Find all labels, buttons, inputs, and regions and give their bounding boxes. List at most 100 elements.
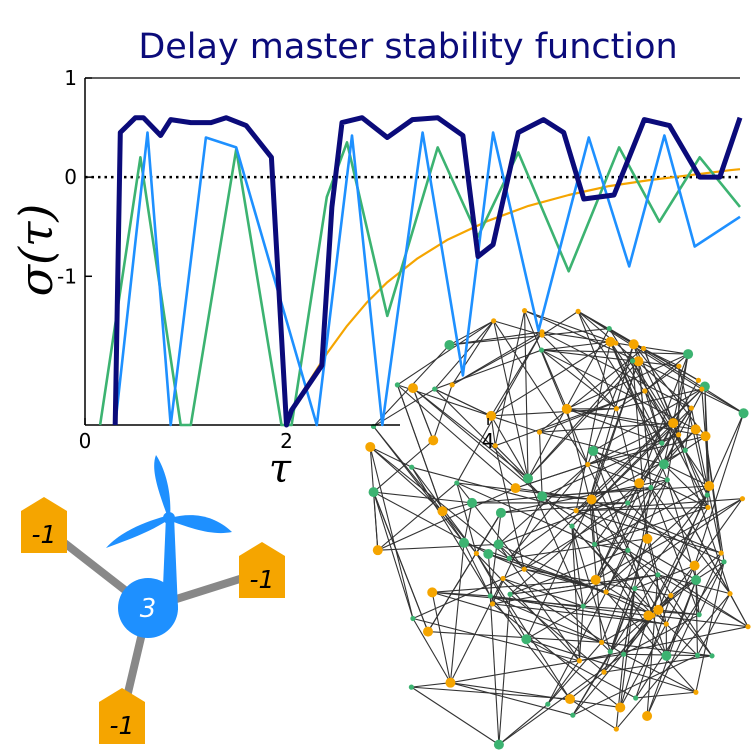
network-edge	[494, 445, 529, 479]
network-edge	[397, 320, 494, 386]
network-edge	[582, 487, 652, 607]
x-tick-label: 4	[482, 429, 495, 453]
network-edge	[652, 614, 749, 628]
network-node	[510, 483, 521, 494]
network-edge	[547, 641, 603, 705]
hub-value-label: 3	[140, 594, 157, 624]
network-edge	[432, 591, 491, 597]
network-edge	[591, 361, 639, 500]
network-node	[427, 587, 438, 598]
network-node	[615, 702, 626, 713]
house-icon	[239, 542, 285, 598]
network-edge	[427, 512, 502, 632]
network-edge	[498, 544, 580, 662]
network-edge	[684, 408, 692, 451]
network-node	[454, 480, 460, 486]
network-node	[650, 612, 656, 618]
network-edge	[594, 544, 667, 657]
network-edge	[432, 579, 596, 593]
network-edge	[575, 341, 611, 511]
network-edge	[701, 388, 744, 414]
network-edge	[396, 384, 443, 512]
network-edge	[575, 510, 697, 581]
network-edge	[377, 543, 499, 551]
network-edge	[638, 428, 697, 484]
network-edge	[434, 388, 492, 417]
network-node	[668, 418, 679, 429]
network-node	[489, 601, 496, 607]
network-node	[682, 447, 688, 453]
series-lines	[98, 115, 743, 428]
house-icon	[21, 497, 67, 553]
network-node	[696, 612, 702, 618]
network-node	[658, 459, 669, 470]
network-edge	[373, 491, 429, 632]
network-node	[663, 621, 669, 627]
network-edge	[594, 506, 709, 545]
network-edge	[587, 464, 629, 551]
network-node	[437, 506, 448, 517]
network-edge	[623, 615, 654, 655]
network-edge	[601, 641, 713, 657]
network-edge	[412, 617, 580, 662]
network-node	[585, 461, 591, 468]
network-edge	[657, 552, 722, 611]
network-node	[590, 574, 601, 585]
y-axis-label: σ(τ)	[9, 204, 63, 297]
network-edge	[490, 331, 543, 417]
network-edge	[592, 450, 654, 616]
network-node	[580, 603, 586, 609]
network-node	[487, 593, 493, 599]
network-edge	[411, 686, 500, 746]
network-node	[575, 308, 581, 314]
network-node	[727, 591, 733, 597]
network-node	[745, 624, 751, 630]
network-node	[691, 575, 702, 586]
network-graph	[365, 308, 751, 750]
network-node	[632, 585, 638, 592]
network-edge	[524, 310, 529, 479]
network-edge	[449, 542, 465, 683]
series-line-4	[112, 115, 743, 428]
network-edge	[609, 538, 648, 652]
network-edge	[587, 435, 706, 465]
network-node	[523, 473, 534, 484]
network-node	[642, 711, 653, 722]
network-edge	[589, 344, 635, 500]
network-node	[569, 523, 575, 529]
y-tick-label: 1	[64, 66, 77, 90]
network-node	[648, 484, 654, 491]
network-edge	[490, 415, 496, 446]
network-node	[473, 550, 479, 557]
network-node	[492, 443, 498, 449]
network-edge	[666, 479, 749, 627]
network-edge	[370, 446, 412, 468]
network-edge	[605, 591, 697, 693]
network-edge	[616, 390, 646, 410]
network-edge	[646, 574, 659, 717]
network-node	[643, 610, 654, 621]
neighbor-value-label: -1	[250, 565, 275, 594]
network-edge	[451, 334, 543, 386]
network-edge	[397, 384, 516, 489]
network-edge	[509, 549, 629, 595]
network-edge	[498, 543, 654, 616]
network-node	[445, 677, 456, 688]
network-edge	[541, 434, 679, 497]
network-edge	[412, 568, 525, 619]
network-edge	[541, 349, 617, 410]
network-edge	[411, 466, 491, 597]
network-edge	[579, 653, 624, 662]
network-node	[506, 555, 512, 561]
network-edge	[571, 525, 654, 616]
network-edge	[541, 349, 696, 430]
network-node	[629, 358, 636, 364]
network-edge	[623, 487, 652, 655]
network-edge	[569, 671, 605, 700]
network-edge	[456, 482, 590, 500]
network-node	[700, 431, 711, 442]
network-node	[694, 652, 701, 658]
network-edge	[498, 594, 511, 745]
network-node	[539, 332, 545, 338]
network-edge	[397, 384, 540, 433]
